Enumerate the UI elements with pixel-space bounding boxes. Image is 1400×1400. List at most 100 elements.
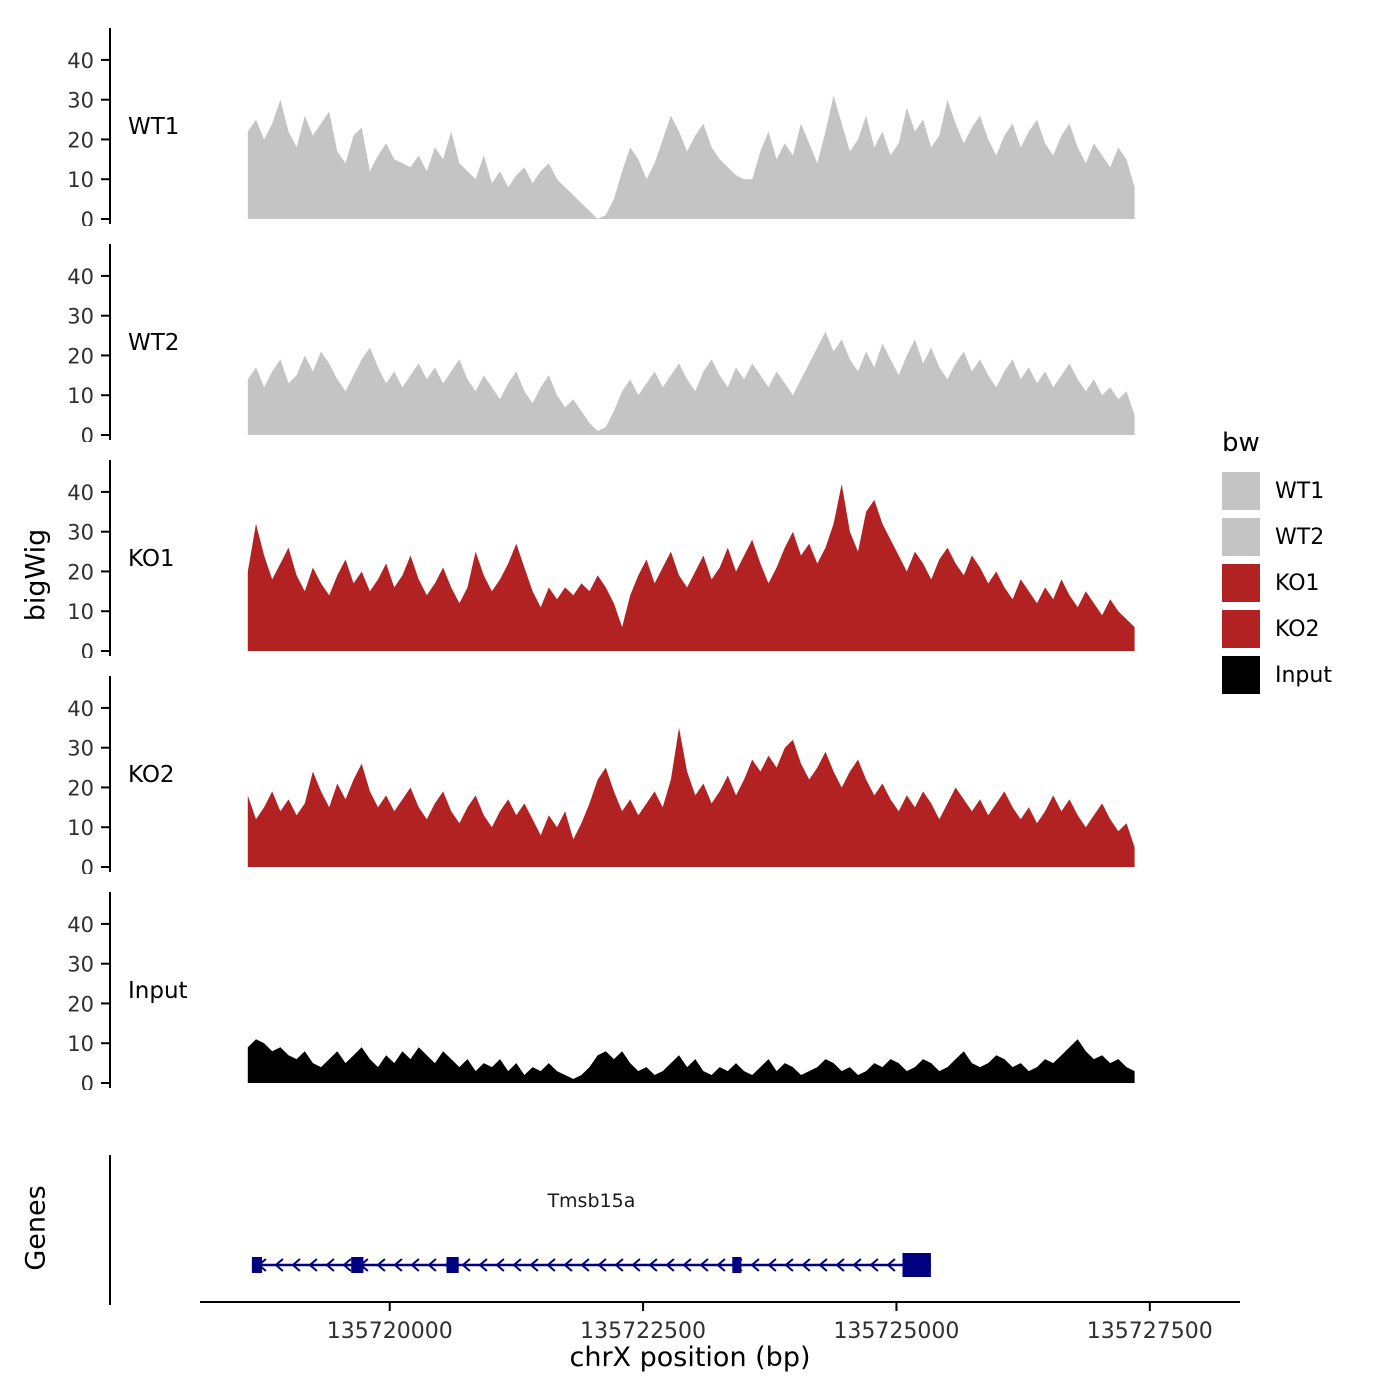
x-axis-title: chrX position (bp) <box>569 1342 811 1373</box>
legend-label: KO2 <box>1275 616 1320 642</box>
y-tick-label: 20 <box>67 560 94 584</box>
track-name-label: WT2 <box>128 330 179 356</box>
legend-entry-wt2: WT2 <box>1222 518 1332 556</box>
strand-arrow-icon <box>291 1258 301 1272</box>
strand-arrow-icon <box>546 1258 556 1272</box>
track-name-label: KO1 <box>128 546 175 572</box>
legend-swatch-ko1 <box>1222 564 1260 602</box>
coverage-area-input <box>247 1039 1135 1083</box>
y-tick-label: 30 <box>67 953 94 977</box>
track-ko1: 0 10 20 30 40 KO1 <box>67 460 1135 658</box>
strand-arrow-icon <box>478 1258 488 1272</box>
y-tick-label: 10 <box>67 816 94 840</box>
track-input: 0 10 20 30 40 Input <box>67 892 1135 1090</box>
strand-arrow-icon <box>648 1258 658 1272</box>
coverage-area-wt1 <box>247 95 1135 219</box>
strand-arrow-icon <box>461 1258 471 1272</box>
x-tick-label: 135725000 <box>833 1319 959 1344</box>
y-tick-label: 10 <box>67 1032 94 1056</box>
track-wt1: 0 10 20 30 40 WT1 <box>67 28 1135 226</box>
strand-arrow-icon <box>427 1258 437 1272</box>
legend-swatch-input <box>1222 656 1260 694</box>
y-tick-label: 0 <box>81 856 94 874</box>
strand-arrow-icon <box>495 1258 505 1272</box>
exon-box <box>902 1253 931 1277</box>
y-tick-label: 30 <box>67 521 94 545</box>
strand-arrow-icon <box>631 1258 641 1272</box>
y-tick-label: 40 <box>67 697 94 721</box>
legend-entries: WT1 WT2 KO1 KO2 Input <box>1222 472 1332 694</box>
legend-swatch-ko2 <box>1222 610 1260 648</box>
legend-entry-input: Input <box>1222 656 1332 694</box>
strand-arrow-icon <box>563 1258 573 1272</box>
strand-arrow-icon <box>716 1258 726 1272</box>
track-name-label: WT1 <box>128 114 179 140</box>
strand-arrow-icon <box>410 1258 420 1272</box>
x-tick-label: 135720000 <box>327 1319 453 1344</box>
strand-arrow-icon <box>801 1258 811 1272</box>
y-tick-label: 10 <box>67 168 94 192</box>
strand-arrow-icon <box>274 1258 284 1272</box>
exon-box <box>251 1257 262 1273</box>
y-tick-label: 0 <box>81 1072 94 1090</box>
strand-arrow-icon <box>325 1258 335 1272</box>
strand-arrow-icon <box>699 1258 709 1272</box>
strand-arrow-icon <box>376 1258 386 1272</box>
y-tick-label: 30 <box>67 737 94 761</box>
track-name-label: Input <box>128 978 188 1004</box>
gene-name-label: Tmsb15a <box>546 1190 635 1212</box>
strand-arrow-icon <box>665 1258 675 1272</box>
legend-entry-ko1: KO1 <box>1222 564 1332 602</box>
y-tick-label: 20 <box>67 344 94 368</box>
y-tick-label: 20 <box>67 992 94 1016</box>
legend-title: bw <box>1222 428 1260 458</box>
y-tick-label: 40 <box>67 49 94 73</box>
y-tick-label: 20 <box>67 776 94 800</box>
gene-track-panel: Tmsb15a <box>109 1155 931 1305</box>
strand-arrow-icon <box>308 1258 318 1272</box>
y-tick-label: 30 <box>67 89 94 113</box>
legend-label: Input <box>1275 662 1332 688</box>
exon-box <box>351 1257 364 1273</box>
exon-box <box>732 1257 742 1273</box>
strand-arrow-icon <box>818 1258 828 1272</box>
strand-arrow-icon <box>852 1258 862 1272</box>
coverage-tracks: 0 10 20 30 40 WT1 0 10 20 30 40 WT2 0 10 20 30 40 KO1 0 10 2… <box>40 26 1240 1106</box>
strand-arrow-icon <box>886 1258 896 1272</box>
strand-arrow-icon <box>869 1258 879 1272</box>
x-axis: 135720000 135722500 135725000 135727500 <box>200 1301 1240 1344</box>
strand-arrow-icon <box>597 1258 607 1272</box>
legend: bw WT1 WT2 KO1 KO2 Input <box>1222 428 1332 702</box>
strand-arrow-icon <box>784 1258 794 1272</box>
strand-arrow-icon <box>682 1258 692 1272</box>
legend-label: WT2 <box>1275 524 1325 550</box>
legend-entry-ko2: KO2 <box>1222 610 1332 648</box>
y-tick-label: 10 <box>67 600 94 624</box>
strand-arrow-icon <box>512 1258 522 1272</box>
strand-arrow-icon <box>342 1258 352 1272</box>
coverage-area-ko1 <box>247 484 1135 651</box>
track-name-label: KO2 <box>128 762 175 788</box>
strand-arrow-icon <box>614 1258 624 1272</box>
x-tick-label: 135722500 <box>580 1319 706 1344</box>
strand-arrow-icon <box>835 1258 845 1272</box>
legend-swatch-wt1 <box>1222 472 1260 510</box>
y-tick-label: 40 <box>67 913 94 937</box>
strand-arrow-icon <box>529 1258 539 1272</box>
legend-entry-wt1: WT1 <box>1222 472 1332 510</box>
y-tick-label: 0 <box>81 424 94 442</box>
legend-label: KO1 <box>1275 570 1320 596</box>
strand-arrow-icon <box>393 1258 403 1272</box>
x-tick-label: 135727500 <box>1087 1319 1213 1344</box>
strand-arrow-icon <box>767 1258 777 1272</box>
y-tick-label: 40 <box>67 265 94 289</box>
exon-box <box>446 1257 459 1273</box>
y-tick-label: 0 <box>81 208 94 226</box>
track-ko2: 0 10 20 30 40 KO2 <box>67 676 1135 874</box>
y-tick-label: 0 <box>81 640 94 658</box>
coverage-area-ko2 <box>247 727 1135 867</box>
track-wt2: 0 10 20 30 40 WT2 <box>67 244 1135 442</box>
strand-arrow-icon <box>750 1258 760 1272</box>
strand-arrow-icon <box>580 1258 590 1272</box>
